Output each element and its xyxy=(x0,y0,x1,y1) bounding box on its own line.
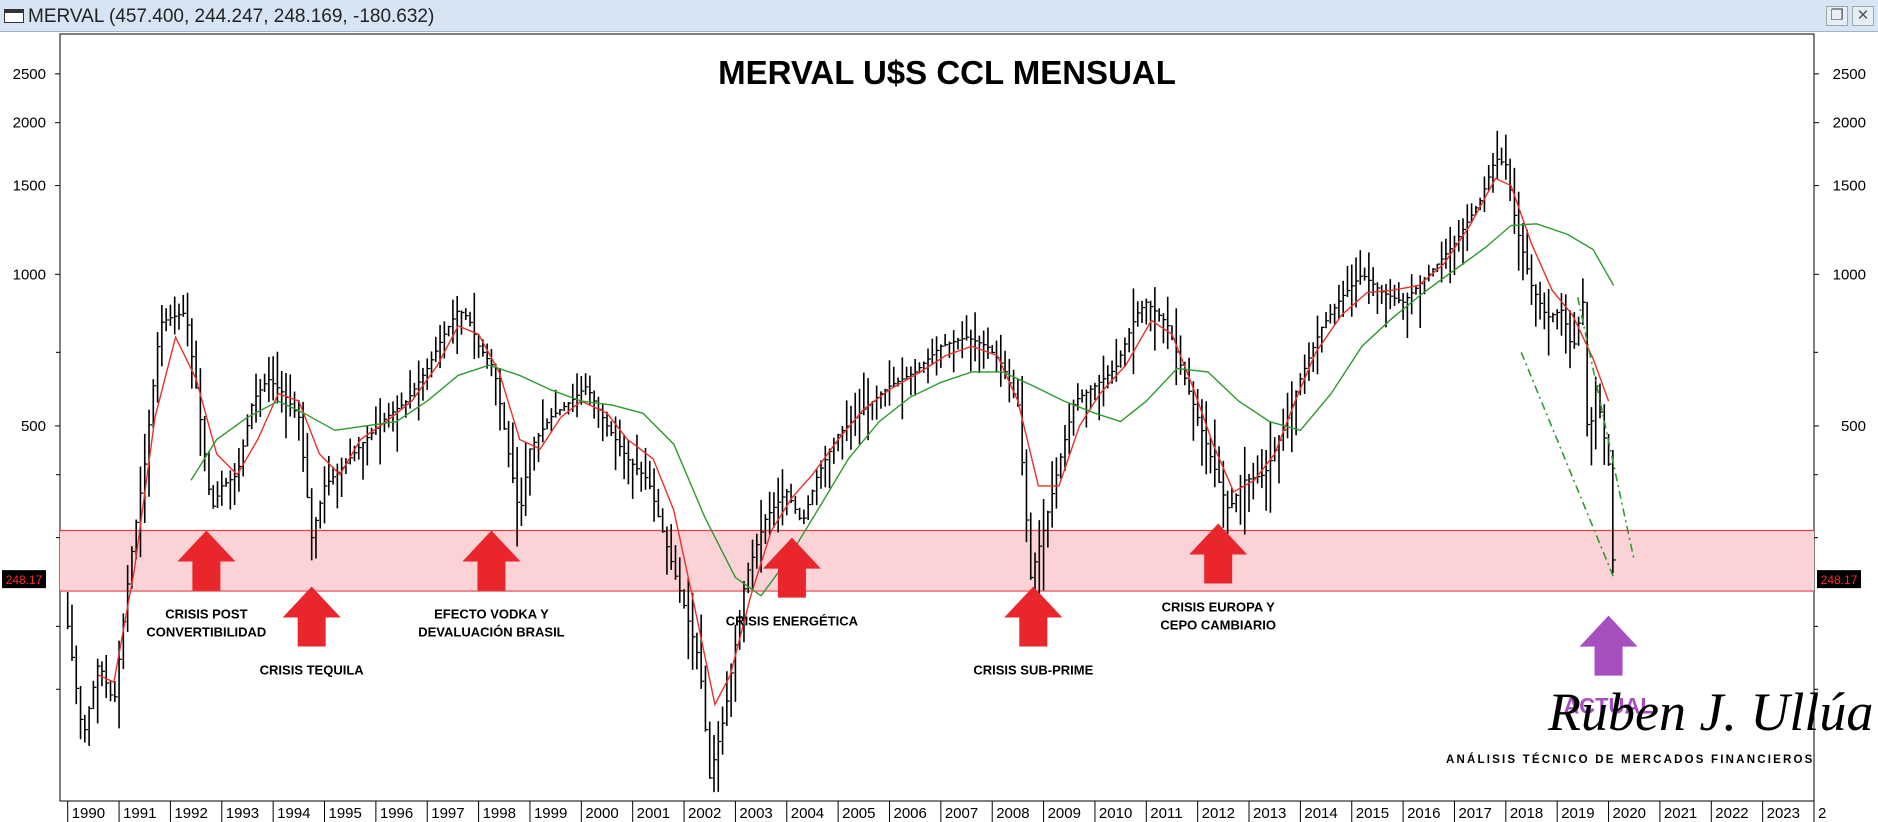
annotation-label: CRISIS ENERGÉTICA xyxy=(726,614,859,629)
last-value-badge-right-box xyxy=(1817,570,1861,589)
x-tick-label: 2 xyxy=(1818,805,1826,822)
x-tick-label: 1992 xyxy=(174,805,207,822)
support-band xyxy=(60,530,1814,592)
y-tick-label-right: 1000 xyxy=(1833,266,1866,283)
y-tick-label-right: 2000 xyxy=(1833,115,1866,132)
x-tick-label: 2015 xyxy=(1356,805,1389,822)
x-tick-label: 2011 xyxy=(1150,805,1182,822)
x-tick-label: 2019 xyxy=(1561,805,1594,822)
x-tick-label: 2002 xyxy=(688,805,721,822)
x-tick-label: 2013 xyxy=(1253,805,1286,822)
watermark-logo: Ruben J. Ullúa xyxy=(1547,682,1873,742)
up-arrow-icon xyxy=(1579,615,1638,676)
restore-button[interactable]: ❐ xyxy=(1826,6,1848,26)
x-tick-label: 1991 xyxy=(123,805,156,822)
x-tick-label: 1995 xyxy=(329,805,362,822)
window-title: MERVAL (457.400, 244.247, 248.169, -180.… xyxy=(28,6,435,27)
annotation-label: CRISIS POST xyxy=(165,606,247,621)
last-value-badge-right-text: 248.17 xyxy=(1821,573,1858,587)
annotation-label: CRISIS TEQUILA xyxy=(260,662,365,677)
x-tick-label: 2017 xyxy=(1458,805,1491,822)
x-tick-label: 2004 xyxy=(791,805,824,822)
x-tick-label: 2009 xyxy=(1048,805,1081,822)
x-tick-label: 2022 xyxy=(1715,805,1748,822)
annotation-crisis-post-convertibilidad: CRISIS POST CONVERTIBILIDAD xyxy=(146,530,266,639)
x-tick-label: 1994 xyxy=(277,805,310,822)
annotation-label: EFECTO VODKA Y xyxy=(434,606,549,621)
plot-frame xyxy=(59,33,1815,802)
moving-average-short xyxy=(98,177,1610,707)
last-value-badge-left-text: 248.17 xyxy=(6,573,43,587)
annotation-label: ACTUAL xyxy=(1563,694,1653,719)
annotation-label: CRISIS SUB-PRIME xyxy=(973,662,1093,677)
x-tick-label: 1993 xyxy=(226,805,259,822)
y-tick-label-left: 500 xyxy=(21,418,46,435)
annotation-crisis-europa-y-cepo-cambiario: CRISIS EUROPA Y CEPO CAMBIARIO xyxy=(1160,523,1276,633)
x-tick-label: 2008 xyxy=(996,805,1029,822)
y-tick-label-right: 2500 xyxy=(1833,66,1866,83)
last-value-badge-left-box xyxy=(2,570,46,589)
x-tick-label: 2020 xyxy=(1613,805,1646,822)
last-value-badge-left: 248.17 xyxy=(2,570,46,589)
y-tick-label-left: 2000 xyxy=(13,115,46,132)
x-tick-label: 2000 xyxy=(585,805,618,822)
chart-title: MERVAL U$S CCL MENSUAL xyxy=(718,54,1176,91)
window-titlebar: MERVAL (457.400, 244.247, 248.169, -180.… xyxy=(0,0,1878,32)
annotation-label: CEPO CAMBIARIO xyxy=(1160,618,1276,633)
up-arrow-icon xyxy=(762,537,821,598)
y-tick-label-right: 1500 xyxy=(1833,178,1866,195)
annotation-crisis-tequila: CRISIS TEQUILA xyxy=(260,586,365,677)
x-tick-label: 2007 xyxy=(945,805,978,822)
x-tick-label: 2018 xyxy=(1510,805,1543,822)
x-tick-label: 1998 xyxy=(483,805,516,822)
x-tick-label: 2012 xyxy=(1202,805,1235,822)
x-tick-label: 2014 xyxy=(1304,805,1337,822)
chart-area: 500 500 1000 1000 1500 1500 2000 2000 2500 2500 24… xyxy=(0,32,1878,822)
up-arrow-icon xyxy=(1004,586,1063,647)
up-arrow-icon xyxy=(1189,523,1248,584)
close-button[interactable]: ✕ xyxy=(1852,6,1874,26)
y-tick-label-left: 2500 xyxy=(13,66,46,83)
x-tick-label: 1990 xyxy=(72,805,105,822)
moving-average-long xyxy=(190,223,1615,597)
up-arrow-icon xyxy=(177,530,236,591)
up-arrow-icon xyxy=(282,586,341,647)
x-tick-label: 1999 xyxy=(534,805,567,822)
x-tick-label: 2010 xyxy=(1099,805,1132,822)
trendline-dash-dot-1 xyxy=(1520,352,1615,578)
y-tick-label-left: 1000 xyxy=(13,266,46,283)
x-tick-label: 1997 xyxy=(431,805,464,822)
x-tick-label: 2001 xyxy=(637,805,670,822)
annotation-crisis-energ-tica: CRISIS ENERGÉTICA xyxy=(726,537,859,629)
watermark-subtitle: ANÁLISIS TÉCNICO DE MERCADOS FINANCIEROS xyxy=(1446,753,1815,766)
annotation-label: CRISIS EUROPA Y xyxy=(1162,600,1276,615)
x-tick-label: 2016 xyxy=(1407,805,1440,822)
x-tick-label: 2005 xyxy=(842,805,875,822)
annotation-crisis-sub-prime: CRISIS SUB-PRIME xyxy=(973,586,1094,677)
x-tick-label: 2003 xyxy=(739,805,772,822)
y-tick-label-left: 1500 xyxy=(13,178,46,195)
x-tick-label: 2021 xyxy=(1664,805,1697,822)
y-tick-label-right: 500 xyxy=(1841,418,1866,435)
annotation-label: CONVERTIBILIDAD xyxy=(146,624,266,639)
up-arrow-icon xyxy=(462,530,521,591)
x-tick-label: 2006 xyxy=(893,805,926,822)
annotation-efecto-vodka-y-devaluaci-n-brasil: EFECTO VODKA Y DEVALUACIÓN BRASIL xyxy=(418,530,565,639)
x-tick-label: 2023 xyxy=(1767,805,1800,822)
annotation-label: DEVALUACIÓN BRASIL xyxy=(418,624,564,639)
x-tick-label: 1996 xyxy=(380,805,413,822)
window-icon xyxy=(4,9,24,23)
last-value-badge-right: 248.17 xyxy=(1817,570,1861,589)
annotation-actual: ACTUAL xyxy=(1563,615,1654,719)
